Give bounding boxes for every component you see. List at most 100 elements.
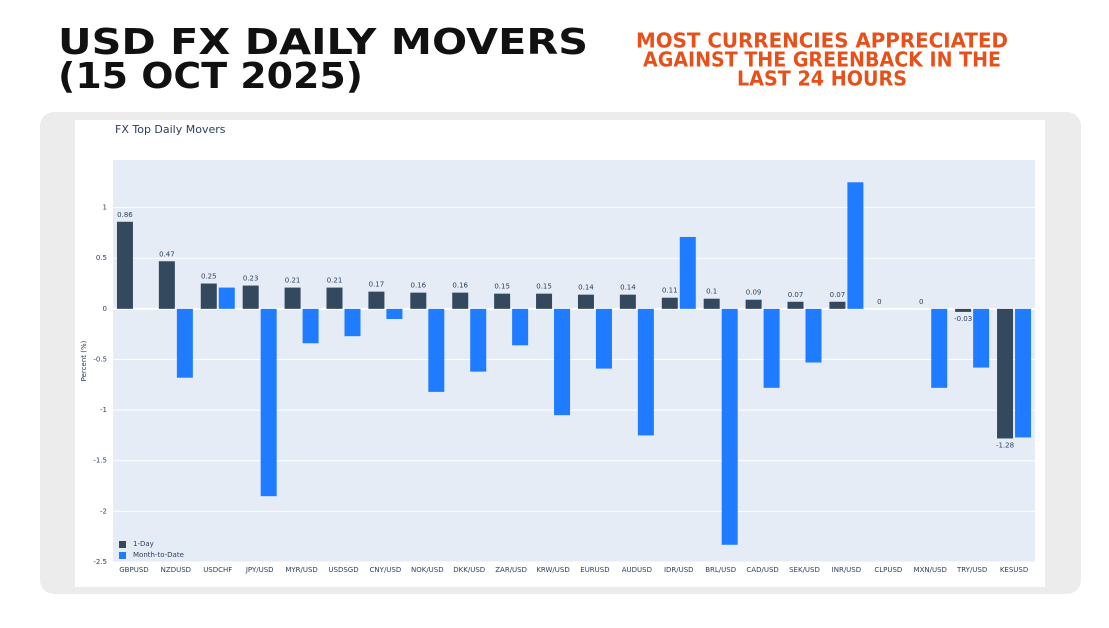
- bar: [722, 309, 738, 545]
- bar: [117, 222, 133, 309]
- data-label: 0.47: [159, 250, 175, 258]
- x-tick-label: DKK/USD: [453, 566, 485, 574]
- bar: [788, 302, 804, 309]
- bar: [554, 309, 570, 415]
- bar: [159, 261, 175, 309]
- bar: [368, 292, 384, 309]
- x-tick-label: MYR/USD: [285, 566, 318, 574]
- plot-area: [113, 160, 1035, 562]
- data-label: 0: [919, 298, 923, 306]
- y-axis-label: Percent (%): [80, 340, 88, 381]
- bar: [806, 309, 822, 363]
- bar: [746, 300, 762, 309]
- bar: [638, 309, 654, 436]
- bar: [704, 299, 720, 309]
- bar: [285, 288, 301, 309]
- x-tick-label: IDR/USD: [664, 566, 694, 574]
- data-label: 0.17: [369, 281, 385, 289]
- legend-swatch: [119, 541, 126, 548]
- bar: [680, 237, 696, 309]
- bar: [261, 309, 277, 496]
- bar: [578, 295, 594, 309]
- bar: [410, 293, 426, 309]
- x-tick-label: AUDUSD: [622, 566, 652, 574]
- x-tick-label: INR/USD: [832, 566, 861, 574]
- y-tick-label: -1.5: [93, 457, 107, 465]
- data-label: 0.14: [620, 284, 636, 292]
- data-label: 0: [877, 298, 881, 306]
- bar: [452, 293, 468, 309]
- x-tick-label: KRW/USD: [536, 566, 569, 574]
- x-tick-label: SEK/USD: [789, 566, 820, 574]
- legend-label: 1-Day: [133, 540, 154, 548]
- bar: [303, 309, 319, 343]
- y-tick-label: -2: [100, 507, 107, 515]
- data-label: 0.25: [201, 273, 217, 281]
- x-tick-label: CAD/USD: [746, 566, 778, 574]
- bar: [470, 309, 486, 372]
- bar: [428, 309, 444, 392]
- headline: (15 OCT 2025): [58, 56, 363, 97]
- data-label: 0.07: [830, 291, 846, 299]
- y-tick-label: -2.5: [93, 558, 107, 566]
- bar: [201, 284, 217, 309]
- bar: [219, 288, 235, 309]
- data-label: 0.09: [746, 289, 762, 297]
- bar: [620, 295, 636, 309]
- x-tick-label: ZAR/USD: [495, 566, 527, 574]
- x-tick-label: USDSGD: [328, 566, 358, 574]
- data-label: 0.21: [327, 277, 343, 285]
- data-label: 0.16: [411, 282, 427, 290]
- x-tick-label: NZDUSD: [161, 566, 191, 574]
- x-tick-label: CNY/USD: [370, 566, 402, 574]
- legend-swatch: [119, 552, 126, 559]
- bar: [327, 288, 343, 309]
- bar: [955, 309, 971, 312]
- data-label: -0.03: [954, 315, 972, 323]
- callout: LAST 24 HOURS: [737, 67, 907, 91]
- bar: [1015, 309, 1031, 438]
- x-tick-label: GBPUSD: [119, 566, 148, 574]
- x-tick-label: MXN/USD: [914, 566, 947, 574]
- y-tick-label: 1: [103, 204, 107, 212]
- bar: [847, 182, 863, 309]
- y-tick-label: -0.5: [93, 355, 107, 363]
- data-label: 0.07: [788, 291, 804, 299]
- bar: [386, 309, 402, 319]
- data-label: 0.16: [452, 282, 468, 290]
- x-tick-label: NOK/USD: [411, 566, 444, 574]
- chart-title: FX Top Daily Movers: [115, 123, 226, 136]
- bar: [662, 298, 678, 309]
- data-label: 0.11: [662, 287, 678, 295]
- bar: [596, 309, 612, 369]
- y-tick-label: 0: [103, 305, 107, 313]
- legend-label: Month-to-Date: [133, 551, 184, 559]
- data-label: 0.86: [117, 211, 133, 219]
- x-tick-label: BRL/USD: [705, 566, 736, 574]
- x-tick-label: TRY/USD: [956, 566, 987, 574]
- x-tick-label: JPY/USD: [245, 566, 274, 574]
- data-label: 0.1: [706, 288, 717, 296]
- bar: [177, 309, 193, 378]
- data-label: 0.23: [243, 275, 259, 283]
- x-tick-label: USDCHF: [203, 566, 232, 574]
- bar: [345, 309, 361, 336]
- bar: [512, 309, 528, 345]
- data-label: 0.15: [536, 283, 552, 291]
- bar: [243, 286, 259, 309]
- data-label: 0.14: [578, 284, 594, 292]
- data-label: 0.21: [285, 277, 301, 285]
- bar: [997, 309, 1013, 439]
- x-tick-label: EURUSD: [580, 566, 609, 574]
- bar: [494, 294, 510, 309]
- bar: [829, 302, 845, 309]
- data-label: -1.28: [996, 441, 1014, 449]
- bar: [536, 294, 552, 309]
- bar: [931, 309, 947, 388]
- bar: [764, 309, 780, 388]
- data-label: 0.15: [494, 283, 510, 291]
- x-tick-label: KESUSD: [1000, 566, 1028, 574]
- x-tick-label: CLPUSD: [874, 566, 902, 574]
